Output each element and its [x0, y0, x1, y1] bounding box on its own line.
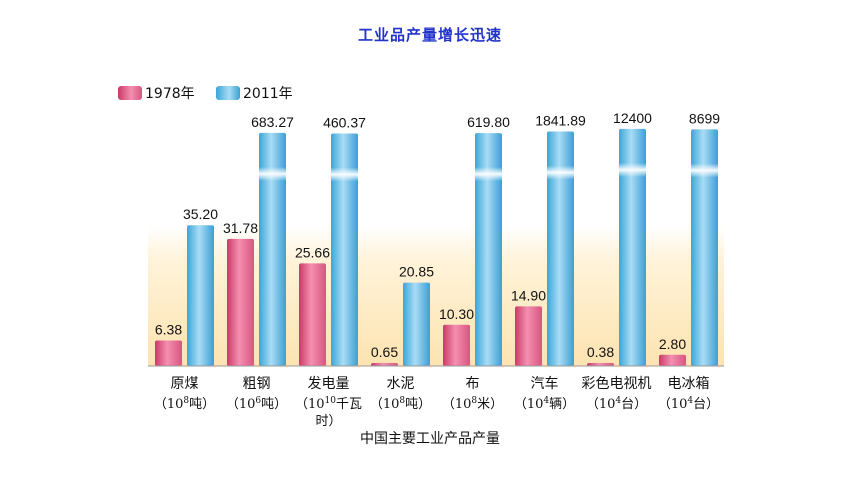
bar-2011-4 — [475, 133, 502, 366]
category-label-0: 原煤 — [171, 376, 199, 392]
category-label-5: 汽车 — [531, 375, 559, 392]
bar-2011-1 — [259, 132, 286, 366]
x-axis-caption: 中国主要工业产品产量 — [360, 431, 500, 447]
data-label-2011-6: 12400 — [613, 110, 652, 126]
data-label-1978-7: 2.80 — [659, 336, 686, 352]
data-label-1978-4: 10.30 — [439, 306, 474, 322]
data-label-2011-0: 35.20 — [183, 206, 218, 222]
data-label-2011-4: 619.80 — [467, 114, 510, 130]
legend-item-2011: 2011年 — [216, 84, 293, 102]
bar-break-mark-5 — [546, 165, 575, 180]
category-unit-7: （104台） — [658, 396, 719, 412]
bar-2011-2 — [331, 133, 358, 366]
data-label-1978-0: 6.38 — [155, 321, 182, 337]
legend-item-1978: 1978年 — [118, 84, 195, 102]
bar-1978-5 — [515, 306, 542, 366]
data-label-2011-1: 683.27 — [251, 114, 294, 130]
category-unit-6: （104台） — [586, 396, 647, 412]
bar-break-mark-2 — [330, 167, 359, 182]
data-label-1978-1: 31.78 — [223, 220, 258, 236]
category-unit-2: （1010千瓦 — [295, 396, 362, 412]
bar-2011-7 — [691, 129, 718, 366]
bar-break-mark-6 — [618, 162, 647, 177]
data-label-1978-6: 0.38 — [587, 344, 614, 360]
category-unit-0: （108吨） — [154, 396, 215, 412]
legend-swatch-2011 — [216, 86, 240, 100]
bar-1978-7 — [659, 354, 686, 366]
chart-title: 工业品产量增长迅速 — [357, 26, 502, 44]
category-label-7: 电冰箱 — [668, 376, 710, 392]
data-label-1978-2: 25.66 — [295, 244, 330, 260]
category-label-1: 粗钢 — [243, 376, 271, 392]
bar-2011-0 — [187, 225, 214, 366]
legend-label-1978: 1978年 — [145, 86, 195, 102]
bar-1978-6 — [587, 363, 614, 366]
legend-swatch-1978 — [118, 86, 142, 100]
data-label-2011-7: 8699 — [689, 110, 720, 126]
bar-2011-3 — [403, 282, 430, 366]
bar-2011-5 — [547, 131, 574, 366]
bar-2011-6 — [619, 128, 646, 366]
bar-1978-2 — [299, 263, 326, 366]
bar-break-mark-1 — [258, 166, 287, 181]
data-label-2011-2: 460.37 — [323, 114, 366, 130]
labels-layer: 6.38 35.20 原煤 （108吨） 31.78 683.27 粗钢 （106吨） 25.6… — [154, 110, 720, 429]
bar-1978-3 — [371, 363, 398, 366]
bar-1978-4 — [443, 324, 470, 366]
category-unit-1: （106吨） — [226, 396, 287, 412]
category-unit-3: （108吨） — [370, 396, 431, 412]
bar-break-mark-7 — [690, 163, 719, 178]
data-label-1978-5: 14.90 — [511, 287, 546, 303]
category-unit-5: （104辆） — [514, 396, 575, 412]
data-label-2011-5: 1841.89 — [535, 113, 586, 129]
bar-1978-1 — [227, 238, 254, 366]
data-label-2011-3: 20.85 — [399, 264, 434, 280]
category-unit-4: （108米） — [442, 396, 503, 412]
bar-1978-0 — [155, 340, 182, 366]
category-label-3: 水泥 — [387, 376, 415, 392]
category-unit-cont-2: 时） — [315, 414, 341, 429]
category-label-6: 彩色电视机 — [582, 375, 652, 392]
data-label-1978-3: 0.65 — [371, 344, 398, 360]
category-label-2: 发电量 — [308, 376, 350, 392]
legend-label-2011: 2011年 — [243, 86, 293, 102]
bar-break-mark-4 — [474, 167, 503, 182]
bars-layer — [155, 128, 719, 366]
category-label-4: 布 — [466, 376, 480, 392]
